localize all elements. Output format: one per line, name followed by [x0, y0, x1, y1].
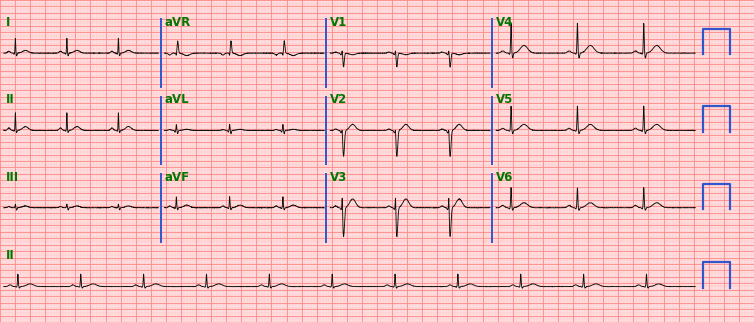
- Text: II: II: [6, 93, 15, 106]
- Text: aVL: aVL: [164, 93, 189, 106]
- Text: II: II: [6, 250, 15, 262]
- Text: aVR: aVR: [164, 16, 191, 29]
- Text: V3: V3: [330, 171, 348, 184]
- Text: V5: V5: [496, 93, 513, 106]
- Text: I: I: [6, 16, 11, 29]
- Text: V2: V2: [330, 93, 348, 106]
- Text: V4: V4: [496, 16, 513, 29]
- Text: aVF: aVF: [164, 171, 189, 184]
- Text: V1: V1: [330, 16, 348, 29]
- Text: III: III: [6, 171, 19, 184]
- Text: V6: V6: [496, 171, 513, 184]
